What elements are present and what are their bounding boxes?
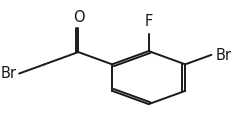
Text: F: F	[145, 14, 153, 29]
Text: Br: Br	[1, 66, 17, 81]
Text: Br: Br	[216, 48, 232, 63]
Text: O: O	[73, 10, 85, 25]
